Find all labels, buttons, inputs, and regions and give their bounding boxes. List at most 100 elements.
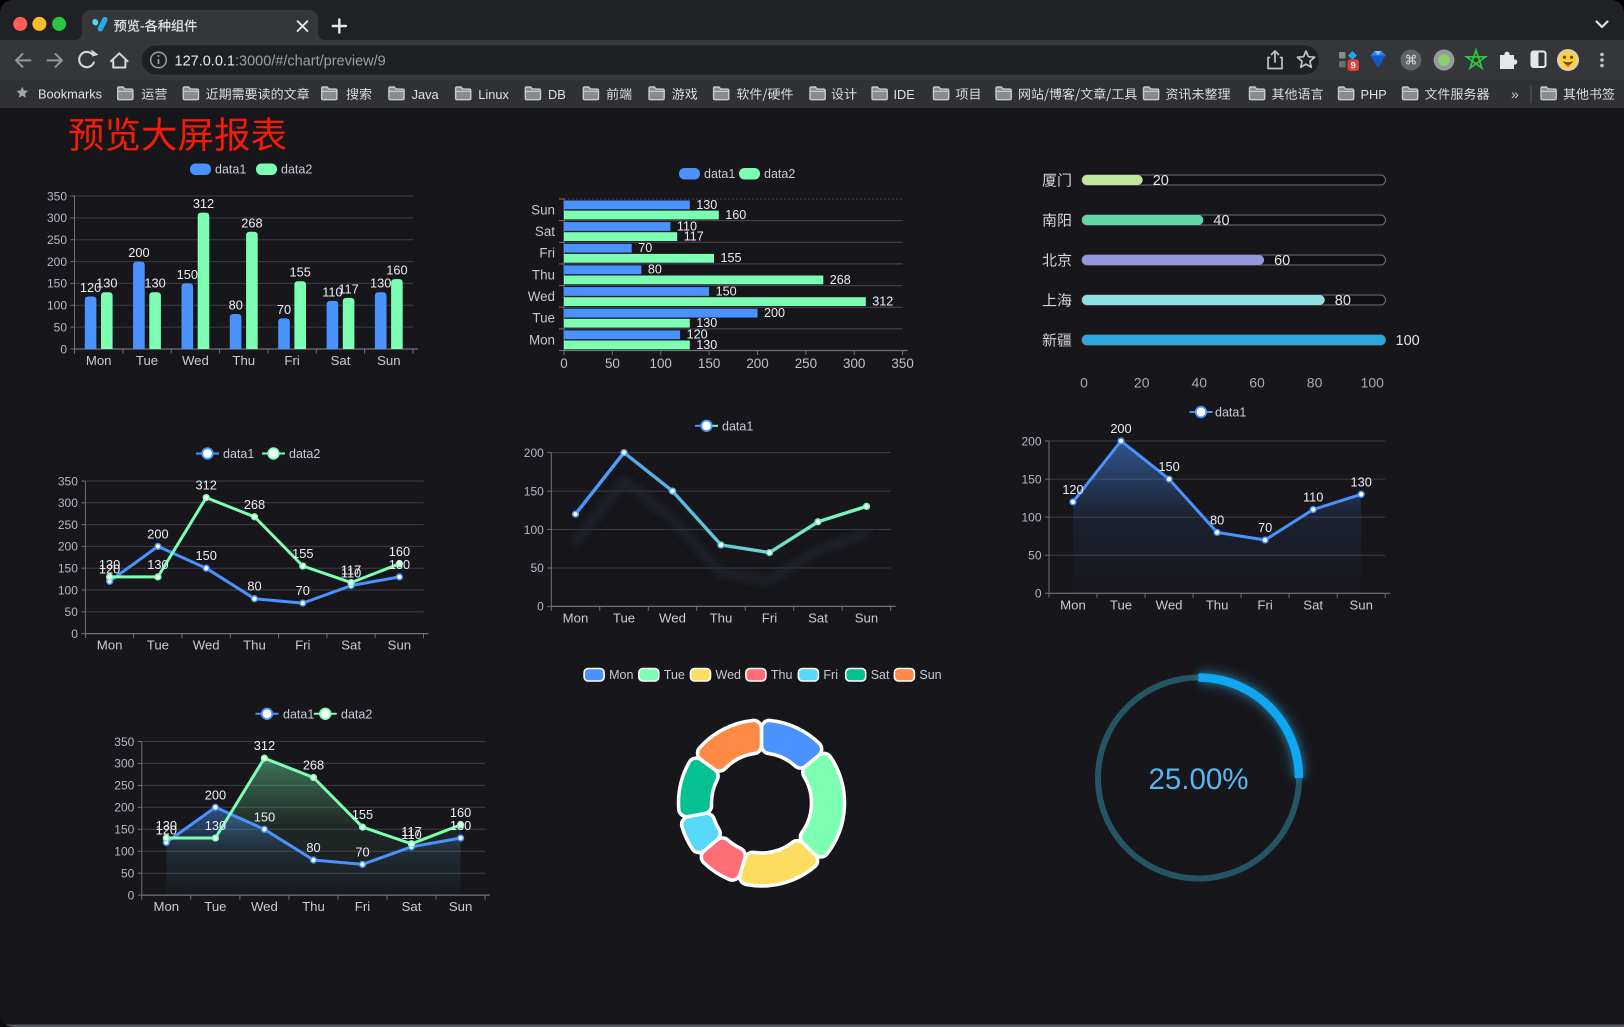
svg-text:110: 110 <box>401 827 421 842</box>
svg-text:data2: data2 <box>281 163 312 177</box>
svg-text:Fri: Fri <box>295 638 310 653</box>
svg-text:50: 50 <box>1028 549 1042 563</box>
svg-text:155: 155 <box>721 251 742 265</box>
svg-text:155: 155 <box>290 265 311 280</box>
svg-text:Mon: Mon <box>563 610 589 625</box>
svg-text:110: 110 <box>341 566 361 581</box>
svg-text:300: 300 <box>58 496 78 510</box>
svg-text:150: 150 <box>1158 459 1179 474</box>
svg-text:0: 0 <box>537 600 544 614</box>
svg-text:PHP: PHP <box>1361 87 1387 102</box>
svg-text:Tue: Tue <box>204 899 226 914</box>
svg-text:160: 160 <box>389 544 410 559</box>
svg-text:100: 100 <box>47 299 67 313</box>
svg-text:250: 250 <box>795 356 817 371</box>
svg-text:110: 110 <box>322 284 342 299</box>
svg-text:250: 250 <box>114 779 134 793</box>
svg-text:Wed: Wed <box>528 289 555 304</box>
svg-text:130: 130 <box>144 276 165 291</box>
svg-text:155: 155 <box>352 807 373 822</box>
svg-text:70: 70 <box>296 583 310 598</box>
svg-text:117: 117 <box>684 230 704 244</box>
svg-text:Mon: Mon <box>529 332 555 347</box>
svg-text:350: 350 <box>891 356 913 371</box>
svg-text:Tue: Tue <box>532 311 555 326</box>
svg-text:100: 100 <box>1361 375 1385 391</box>
svg-text:117: 117 <box>338 281 358 296</box>
svg-text:100: 100 <box>524 523 544 537</box>
svg-text:100: 100 <box>114 845 134 859</box>
svg-text:160: 160 <box>386 263 407 278</box>
svg-text:Thu: Thu <box>243 638 266 653</box>
svg-text:155: 155 <box>292 546 313 561</box>
svg-text:120: 120 <box>99 561 120 576</box>
svg-text:268: 268 <box>830 273 851 287</box>
svg-text:9: 9 <box>1351 61 1356 72</box>
svg-text:100: 100 <box>1396 333 1420 349</box>
svg-text:data2: data2 <box>764 167 795 181</box>
svg-text:IDE: IDE <box>894 87 915 102</box>
svg-text:20: 20 <box>1153 173 1169 189</box>
svg-text:80: 80 <box>1210 512 1224 527</box>
svg-text:Java: Java <box>412 87 440 102</box>
svg-text:Tue: Tue <box>136 353 158 368</box>
svg-text:Sun: Sun <box>531 202 555 217</box>
svg-text:Fri: Fri <box>823 668 838 682</box>
svg-text:268: 268 <box>303 758 324 773</box>
svg-text:120: 120 <box>687 328 708 342</box>
svg-text:Fri: Fri <box>539 246 555 261</box>
svg-text:Sun: Sun <box>855 610 878 625</box>
svg-text:0: 0 <box>71 627 78 641</box>
svg-text:50: 50 <box>54 320 68 334</box>
svg-text:data1: data1 <box>1215 406 1246 420</box>
svg-text:0: 0 <box>560 356 567 371</box>
svg-text:150: 150 <box>177 267 198 282</box>
svg-text:Mon: Mon <box>609 668 633 682</box>
svg-text:20: 20 <box>1134 375 1150 391</box>
svg-text:100: 100 <box>1021 510 1041 524</box>
svg-text:130: 130 <box>389 557 410 572</box>
svg-text:130: 130 <box>205 818 226 833</box>
svg-text:Sun: Sun <box>1349 597 1372 612</box>
svg-text:50: 50 <box>65 605 79 619</box>
svg-text:Wed: Wed <box>659 610 686 625</box>
svg-text:Thu: Thu <box>302 899 325 914</box>
svg-text:Sun: Sun <box>388 638 411 653</box>
svg-text:110: 110 <box>1303 490 1323 505</box>
svg-text:80: 80 <box>247 579 261 594</box>
svg-text:Thu: Thu <box>532 267 555 282</box>
svg-text:130: 130 <box>156 818 177 833</box>
svg-text:60: 60 <box>1249 375 1265 391</box>
svg-text:0: 0 <box>1080 375 1088 391</box>
svg-text:70: 70 <box>1258 520 1272 535</box>
svg-text:Wed: Wed <box>716 668 742 682</box>
svg-text:»: » <box>1511 86 1519 102</box>
svg-text:Thu: Thu <box>1206 597 1229 612</box>
svg-text:data1: data1 <box>283 707 314 721</box>
svg-text:Wed: Wed <box>182 353 209 368</box>
svg-text:Tue: Tue <box>664 668 685 682</box>
svg-text:⌘: ⌘ <box>1405 53 1418 68</box>
svg-text:data1: data1 <box>704 167 735 181</box>
svg-text:50: 50 <box>530 561 544 575</box>
svg-text:40: 40 <box>1192 375 1208 391</box>
svg-text:Mon: Mon <box>97 638 123 653</box>
svg-text:Sat: Sat <box>871 668 890 682</box>
svg-text:120: 120 <box>1062 482 1083 497</box>
svg-text:130: 130 <box>696 316 717 330</box>
svg-text:200: 200 <box>524 446 544 460</box>
svg-text:130: 130 <box>370 276 391 291</box>
svg-text:80: 80 <box>306 840 320 855</box>
svg-text:130: 130 <box>450 818 471 833</box>
svg-text:200: 200 <box>764 306 785 320</box>
svg-text:130: 130 <box>696 338 717 352</box>
svg-text:DB: DB <box>548 87 566 102</box>
svg-text:Tue: Tue <box>147 638 169 653</box>
svg-text:150: 150 <box>47 277 67 291</box>
svg-text:127.0.0.1:3000/#/chart/preview: 127.0.0.1:3000/#/chart/preview/9 <box>175 53 386 69</box>
svg-text:25.00%: 25.00% <box>1148 763 1248 796</box>
svg-text:312: 312 <box>193 196 214 211</box>
svg-text:200: 200 <box>746 356 768 371</box>
svg-text:80: 80 <box>229 298 243 313</box>
svg-text:300: 300 <box>47 211 67 225</box>
